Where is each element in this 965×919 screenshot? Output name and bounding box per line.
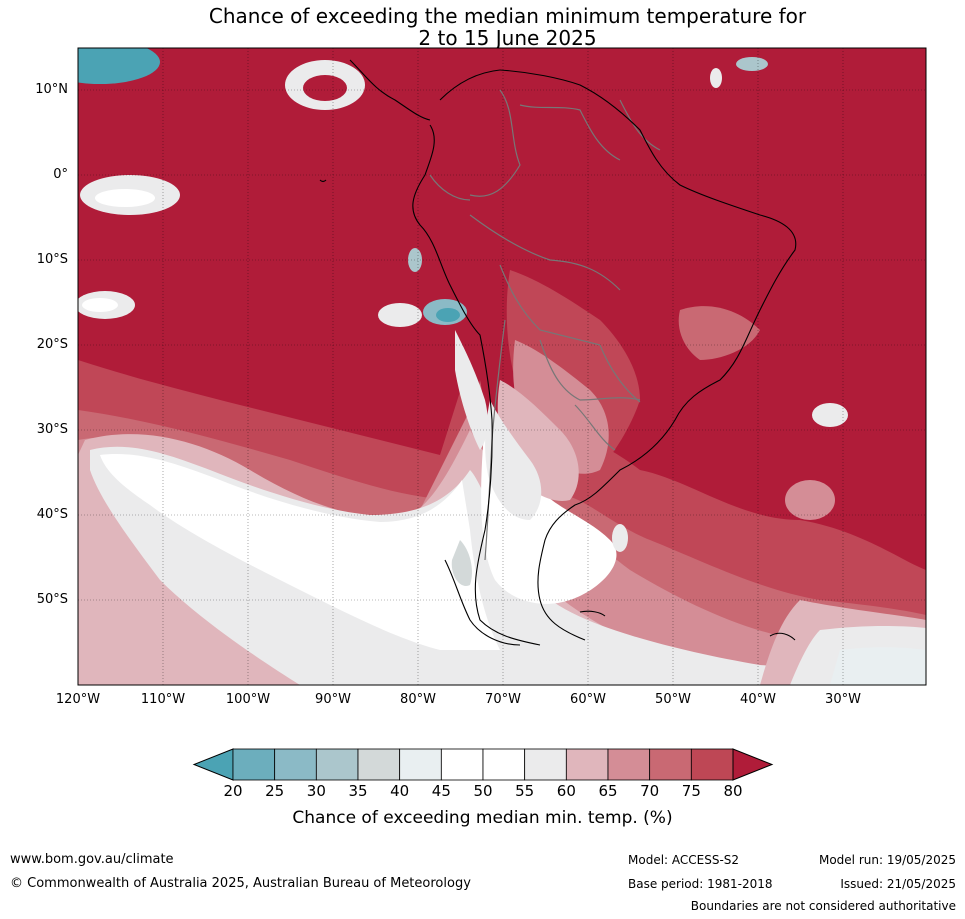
footer-model-run: Model run: 19/05/2025 <box>818 853 956 867</box>
atlantic-blob-ne <box>736 57 768 71</box>
lon-label-70w: 70°W <box>485 692 521 707</box>
colorbar-cell <box>565 748 609 781</box>
colorbar-cell <box>607 748 651 781</box>
colorbar-tick-label: 55 <box>515 782 535 800</box>
southern-band-50 <box>100 454 500 650</box>
lon-label-100w: 100°W <box>225 692 271 707</box>
colorbar-tick-label: 75 <box>681 782 701 800</box>
lat-label-50s: 50°S <box>36 592 68 607</box>
central-55 <box>485 400 542 520</box>
atlantic-blob-small <box>710 68 722 88</box>
colorbar-cell <box>274 748 317 781</box>
brazil-east-70 <box>678 306 760 360</box>
colorbar-tick-label: 50 <box>473 782 493 800</box>
colorbar-cell <box>649 748 692 781</box>
colorbar-tick-label: 40 <box>390 782 410 800</box>
patagonia-grey <box>451 540 472 586</box>
colorbar-tick-label: 60 <box>556 782 576 800</box>
east-band-40 <box>830 647 926 685</box>
nw-corner-cool <box>78 48 160 84</box>
colorbar-cell <box>232 748 276 781</box>
atlantic-blob-blob2 <box>785 480 835 520</box>
lat-label-20s: 20°S <box>36 337 68 352</box>
colorbar-tick-label: 45 <box>431 782 451 800</box>
lat-label-0: 0° <box>53 167 68 182</box>
lon-label-50w: 50°W <box>655 692 691 707</box>
chile-coast-55 <box>455 330 488 450</box>
lon-label-30w: 30°W <box>825 692 861 707</box>
map-frame <box>77 47 927 686</box>
coastlines <box>319 59 797 646</box>
chart-title-line2: 2 to 15 June 2025 <box>418 26 597 50</box>
colorbar-tick-label: 25 <box>265 782 285 800</box>
footer-base-period: Base period: 1981-2018 <box>628 877 773 891</box>
lat-label-10s: 10°S <box>36 252 68 267</box>
colorbar-cell <box>315 748 359 781</box>
colorbar-tick-label: 20 <box>223 782 243 800</box>
colorbar-extend-high <box>732 748 774 781</box>
graticule <box>78 48 926 685</box>
footer-copyright: © Commonwealth of Australia 2025, Austra… <box>10 876 471 891</box>
colorbar-tick-label: 80 <box>723 782 743 800</box>
chart-title-line1: Chance of exceeding the median minimum t… <box>208 4 807 28</box>
colorbar-cell <box>524 748 567 781</box>
footer-issued: Issued: 21/05/2025 <box>840 877 956 891</box>
colorbar-cell <box>440 748 484 781</box>
pacific-blob-peru <box>378 303 422 327</box>
footer-disclaimer: Boundaries are not considered authoritat… <box>690 899 956 913</box>
colorbar-cell <box>357 748 401 781</box>
lat-label-10n: 10°N <box>35 82 68 97</box>
lon-label-80w: 80°W <box>400 692 436 707</box>
lon-label-60w: 60°W <box>570 692 606 707</box>
footer-model: Model: ACCESS-S2 <box>628 853 740 867</box>
colorbar-tick-label: 70 <box>640 782 660 800</box>
lat-label-40s: 40°S <box>36 507 68 522</box>
colorbar-cell <box>482 748 526 781</box>
colorbar-cell <box>399 748 442 781</box>
atlantic-blob-mid <box>612 524 628 552</box>
colorbar-tick-label: 65 <box>598 782 618 800</box>
colorbar-cell <box>690 748 734 781</box>
colorbar-tick-label: 30 <box>306 782 326 800</box>
colorbar-extend-low <box>192 748 234 781</box>
atlantic-blob-east <box>812 403 848 427</box>
lon-label-110w: 110°W <box>140 692 186 707</box>
colorbar-tick-label: 35 <box>348 782 368 800</box>
colorbar-label: Chance of exceeding median min. temp. (%… <box>292 808 673 828</box>
lat-label-30s: 30°S <box>36 422 68 437</box>
lon-label-90w: 90°W <box>315 692 351 707</box>
lon-label-40w: 40°W <box>740 692 776 707</box>
footer-url: www.bom.gov.au/climate <box>10 852 174 867</box>
lon-label-120w: 120°W <box>55 692 101 707</box>
